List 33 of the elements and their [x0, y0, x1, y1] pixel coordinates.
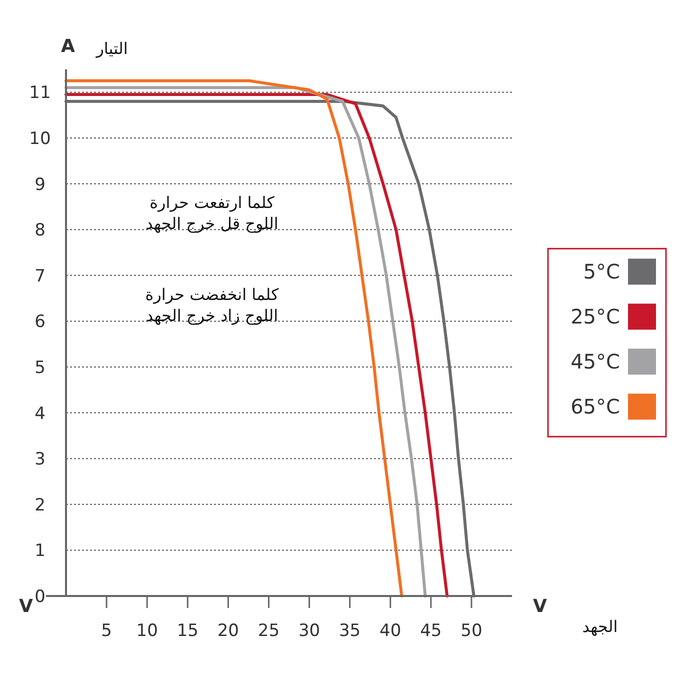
x-tick-label: 25	[258, 621, 280, 641]
y-tick-label: 9	[34, 174, 46, 195]
y-tick-label: 7	[34, 266, 46, 286]
x-tick-label: 45	[420, 621, 442, 641]
x-tick-label: 15	[176, 621, 198, 641]
x-tick-label: 50	[460, 621, 482, 641]
x-tick-label: 40	[380, 621, 402, 641]
legend-label: 65°C	[570, 394, 620, 419]
y-tick-label: 11	[29, 83, 51, 104]
legend-label: 45°C	[570, 350, 620, 374]
y-tick-label: 5	[34, 358, 46, 378]
y-tick-label: 0	[34, 587, 46, 607]
text: A	[61, 36, 76, 57]
text: V	[19, 596, 34, 617]
legend-label: 5°C	[583, 260, 620, 284]
x-tick-label: 35	[339, 621, 361, 641]
y-tick-label: 8	[34, 220, 46, 241]
y-tick-label: 10	[29, 129, 51, 149]
annotation: كلما انخفضت حرارة اللوح زاد خرج الجهد	[145, 285, 280, 325]
text: V	[533, 596, 548, 617]
y-tick-label: 6	[34, 312, 46, 332]
legend-label: 25°C	[570, 304, 620, 329]
y-tick-label: 3	[34, 450, 46, 470]
x-tick-label: 30	[298, 621, 320, 641]
annotation: كلما ارتفعت حرارة اللوح قل خرج الجهد	[146, 193, 278, 233]
x-tick-label: 10	[136, 621, 158, 641]
x-axis-title: الجهد	[582, 617, 618, 636]
x-tick-label: 5	[101, 621, 112, 641]
y-tick-label: 2	[34, 495, 46, 516]
x-tick-label: 20	[217, 621, 239, 641]
y-axis-title: التيار	[95, 39, 128, 58]
y-tick-label: 1	[34, 541, 46, 562]
y-tick-label: 4	[34, 404, 46, 424]
